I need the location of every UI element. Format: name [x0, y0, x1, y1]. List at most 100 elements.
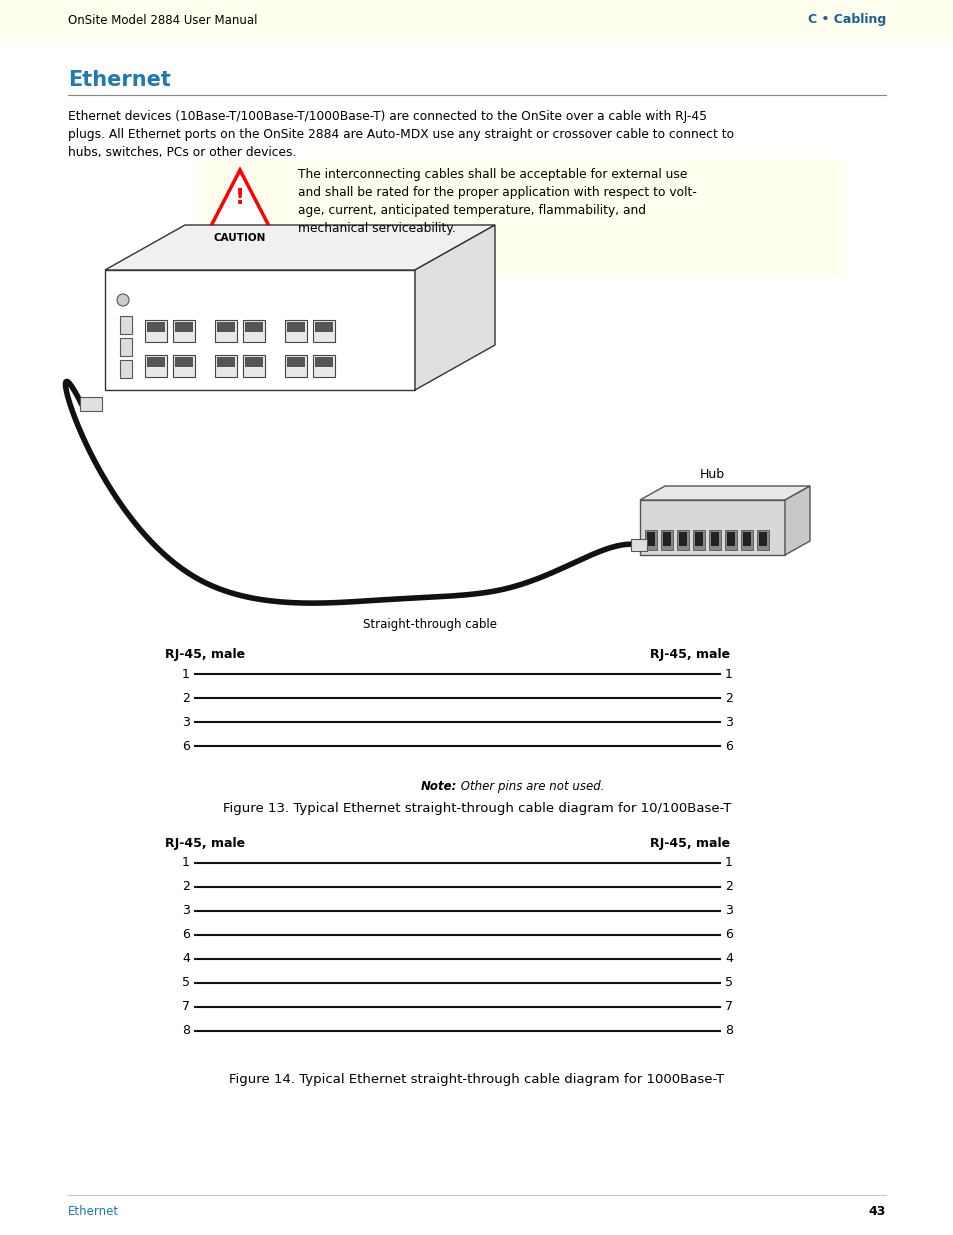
Bar: [145, 354, 167, 377]
Polygon shape: [415, 225, 495, 390]
Bar: [172, 354, 194, 377]
Bar: [172, 320, 194, 342]
Bar: [314, 357, 333, 367]
Bar: [216, 322, 234, 332]
Bar: [660, 530, 672, 550]
Text: 1: 1: [182, 857, 190, 869]
Text: age, current, anticipated temperature, flammability, and: age, current, anticipated temperature, f…: [297, 204, 645, 217]
Text: 2: 2: [724, 692, 732, 704]
Bar: [287, 322, 305, 332]
Bar: [120, 338, 132, 356]
Text: 2: 2: [724, 881, 732, 893]
Bar: [216, 357, 234, 367]
Bar: [214, 354, 236, 377]
Bar: [314, 322, 333, 332]
Text: Ethernet: Ethernet: [68, 70, 171, 90]
Bar: [0, 0, 953, 40]
Bar: [708, 530, 720, 550]
Text: 4: 4: [182, 952, 190, 966]
Text: CAUTION: CAUTION: [213, 233, 266, 243]
Text: 1: 1: [182, 667, 190, 680]
Bar: [80, 396, 102, 411]
Polygon shape: [639, 500, 784, 555]
Bar: [120, 359, 132, 378]
Text: 5: 5: [724, 977, 732, 989]
Text: 7: 7: [182, 1000, 190, 1014]
Bar: [759, 532, 766, 546]
Text: and shall be rated for the proper application with respect to volt-: and shall be rated for the proper applic…: [297, 186, 696, 199]
Text: 6: 6: [724, 740, 732, 752]
Bar: [245, 357, 263, 367]
Bar: [214, 320, 236, 342]
Bar: [174, 357, 193, 367]
Bar: [120, 316, 132, 333]
Bar: [313, 320, 335, 342]
Bar: [692, 530, 704, 550]
Bar: [695, 532, 702, 546]
Circle shape: [117, 294, 129, 306]
Polygon shape: [105, 270, 415, 390]
Bar: [285, 354, 307, 377]
Text: RJ-45, male: RJ-45, male: [165, 648, 245, 661]
Text: Note:: Note:: [420, 781, 456, 793]
Text: The interconnecting cables shall be acceptable for external use: The interconnecting cables shall be acce…: [297, 168, 687, 182]
Text: 6: 6: [724, 929, 732, 941]
Bar: [287, 357, 305, 367]
Text: plugs. All Ethernet ports on the OnSite 2884 are Auto-MDX use any straight or cr: plugs. All Ethernet ports on the OnSite …: [68, 128, 734, 141]
Bar: [710, 532, 719, 546]
Text: 2: 2: [182, 692, 190, 704]
Text: Figure 13. Typical Ethernet straight-through cable diagram for 10/100Base-T: Figure 13. Typical Ethernet straight-thr…: [223, 802, 730, 815]
Text: 7: 7: [724, 1000, 732, 1014]
Text: C • Cabling: C • Cabling: [807, 14, 885, 26]
Text: 3: 3: [724, 904, 732, 918]
Bar: [644, 530, 657, 550]
Text: Ethernet devices (10Base-T/100Base-T/1000Base-T) are connected to the OnSite ove: Ethernet devices (10Base-T/100Base-T/100…: [68, 110, 706, 124]
Text: 3: 3: [724, 715, 732, 729]
Text: 6: 6: [182, 740, 190, 752]
Bar: [147, 322, 165, 332]
Bar: [285, 320, 307, 342]
Text: hubs, switches, PCs or other devices.: hubs, switches, PCs or other devices.: [68, 146, 296, 159]
Text: Straight-through cable: Straight-through cable: [363, 618, 497, 631]
Text: Hub: Hub: [700, 468, 724, 480]
Polygon shape: [639, 487, 809, 500]
Bar: [679, 532, 686, 546]
Bar: [147, 357, 165, 367]
Text: 43: 43: [868, 1205, 885, 1218]
Text: mechanical serviceability.: mechanical serviceability.: [297, 222, 456, 235]
Bar: [740, 530, 752, 550]
Text: Figure 14. Typical Ethernet straight-through cable diagram for 1000Base-T: Figure 14. Typical Ethernet straight-thr…: [230, 1073, 723, 1086]
Bar: [174, 322, 193, 332]
Bar: [145, 320, 167, 342]
Text: RJ-45, male: RJ-45, male: [649, 648, 729, 661]
Text: !: !: [234, 188, 245, 207]
Bar: [742, 532, 750, 546]
Text: 3: 3: [182, 715, 190, 729]
Bar: [662, 532, 670, 546]
Bar: [677, 530, 688, 550]
Polygon shape: [105, 225, 495, 270]
Text: 5: 5: [182, 977, 190, 989]
Text: RJ-45, male: RJ-45, male: [649, 837, 729, 850]
Bar: [313, 354, 335, 377]
Text: 3: 3: [182, 904, 190, 918]
Text: 8: 8: [724, 1025, 732, 1037]
Bar: [200, 158, 844, 278]
Text: 2: 2: [182, 881, 190, 893]
Bar: [757, 530, 768, 550]
Text: OnSite Model 2884 User Manual: OnSite Model 2884 User Manual: [68, 14, 257, 26]
Bar: [726, 532, 734, 546]
Bar: [243, 320, 265, 342]
Bar: [243, 354, 265, 377]
Text: Other pins are not used.: Other pins are not used.: [456, 781, 604, 793]
Text: Ethernet: Ethernet: [68, 1205, 119, 1218]
Text: 8: 8: [182, 1025, 190, 1037]
Bar: [724, 530, 737, 550]
Bar: [630, 538, 646, 551]
Polygon shape: [210, 170, 270, 228]
Text: 6: 6: [182, 929, 190, 941]
Text: 4: 4: [724, 952, 732, 966]
Bar: [646, 532, 655, 546]
Text: 1: 1: [724, 857, 732, 869]
Bar: [245, 322, 263, 332]
